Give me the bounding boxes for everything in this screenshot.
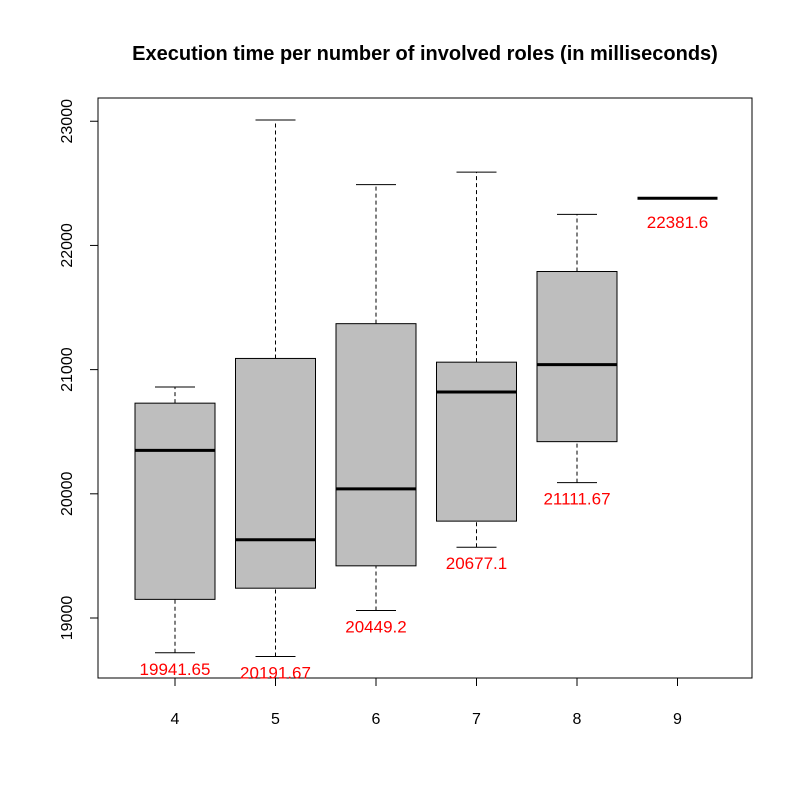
box-rect-7: [436, 361, 517, 522]
box-rect-5: [235, 357, 316, 589]
chart-title: Execution time per number of involved ro…: [132, 43, 718, 65]
box-6: [335, 184, 417, 612]
y-tick-label-20000: 20000: [59, 471, 76, 516]
y-tick-label-19000: 19000: [59, 596, 76, 641]
x-tick-label-5: 5: [271, 711, 280, 728]
x-tick-label-4: 4: [171, 711, 180, 728]
x-tick-label-7: 7: [472, 711, 481, 728]
x-tick-label-6: 6: [372, 711, 381, 728]
y-axis: 19000 20000 21000 22000 23000: [59, 99, 99, 641]
data-label-5: 20191.67: [240, 663, 311, 682]
data-label-9: 22381.6: [647, 213, 708, 232]
box-rect-6: [335, 323, 417, 567]
box-rect-8: [536, 271, 618, 443]
data-label-7: 20677.1: [446, 554, 507, 573]
box-4: [134, 386, 216, 654]
box-rect-4: [134, 402, 216, 600]
data-labels-group: 19941.65 20191.67 20449.2 20677.1 21111.67 22…: [140, 213, 709, 682]
x-axis: 4 5 6 7 8 9: [171, 677, 682, 728]
x-tick-label-8: 8: [573, 711, 582, 728]
y-tick-label-22000: 22000: [59, 223, 76, 268]
box-5: [235, 119, 316, 657]
box-8: [536, 213, 618, 484]
data-label-6: 20449.2: [345, 618, 406, 637]
data-label-8: 21111.67: [543, 490, 610, 509]
box-7: [436, 171, 517, 548]
x-tick-label-9: 9: [673, 711, 682, 728]
boxes-group: [134, 119, 718, 657]
data-label-4: 19941.65: [140, 660, 211, 679]
y-tick-label-21000: 21000: [59, 347, 76, 392]
y-tick-label-23000: 23000: [59, 99, 76, 144]
